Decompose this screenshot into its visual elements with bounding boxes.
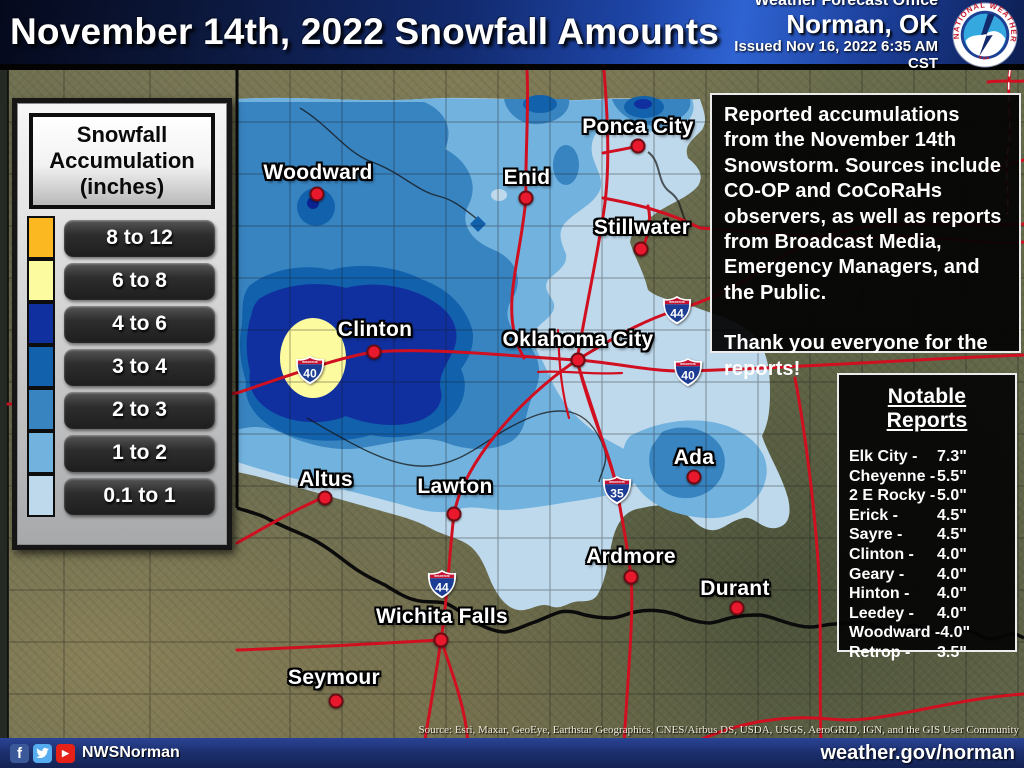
notable-report-row: Elk City -7.3" (849, 448, 967, 465)
city-marker-ardmore (623, 569, 639, 585)
interstate-40-shield-west: 40 (296, 355, 325, 385)
notable-reports-box: Notable Reports Elk City -7.3" Cheyenne … (837, 373, 1017, 661)
city-label-woodward: Woodward (263, 161, 373, 184)
issued-timestamp: Issued Nov 16, 2022 6:35 AM CST (734, 37, 938, 72)
notable-report-row: Woodward -4.0" (849, 624, 971, 642)
legend-title: Snowfall Accumulation (inches) (29, 113, 215, 209)
notable-reports-title: Notable Reports (886, 385, 968, 432)
legend-row: 6 to 8 (27, 258, 219, 303)
legend-swatch-2-3 (27, 387, 55, 431)
interstate-44-shield-southwest: 44 (428, 569, 457, 599)
map-left-edge (0, 70, 8, 738)
legend-row: 4 to 6 (27, 301, 219, 346)
facebook-icon[interactable]: f (10, 743, 29, 763)
city-marker-ponca-city (630, 138, 646, 154)
city-marker-woodward (309, 186, 325, 202)
city-label-durant: Durant (700, 577, 770, 600)
map-source-credit: Source: Esri, Maxar, GeoEye, Earthstar G… (418, 724, 1019, 736)
snowfall-map: INTERSTATE (0, 70, 1024, 738)
city-label-ponca-city: Ponca City (582, 115, 694, 138)
legend-row: 1 to 2 (27, 430, 219, 475)
office-line1: Weather Forecast Office (754, 0, 938, 9)
interstate-35-shield: 35 (603, 475, 632, 505)
interstate-40-shield-east: 40 (674, 357, 703, 387)
svg-text:40: 40 (303, 366, 317, 380)
legend-label-2-3: 2 to 3 (64, 391, 215, 429)
twitter-icon[interactable] (33, 743, 52, 763)
legend-swatch-1-2 (27, 430, 55, 474)
notable-report-row: Sayre -4.5" (849, 526, 967, 544)
city-marker-clinton (366, 344, 382, 360)
city-marker-ada (686, 469, 702, 485)
twitter-bird-icon (36, 747, 49, 758)
office-line2: Norman, OK (786, 8, 938, 39)
office-block: Weather Forecast Office Norman, OK Issue… (719, 0, 944, 72)
notable-report-row: Clinton -4.0" (849, 545, 967, 563)
notable-report-row: Retrop -3.5" (849, 643, 967, 661)
notable-report-row: Erick -4.5" (849, 506, 967, 524)
website-url[interactable]: weather.gov/norman (820, 741, 1016, 764)
svg-text:40: 40 (681, 368, 695, 382)
legend-label-3-4: 3 to 4 (64, 348, 215, 386)
city-marker-stillwater (633, 241, 649, 257)
legend-row: 8 to 12 (27, 215, 219, 260)
legend-label-4-6: 4 to 6 (64, 305, 215, 343)
city-label-wichita-falls: Wichita Falls (375, 605, 509, 628)
notable-report-row: 2 E Rocky -5.0" (849, 487, 967, 505)
nws-logo-icon: NATIONAL WEATHER SERVICE * * * (952, 2, 1018, 68)
legend-swatch-3-4 (27, 344, 55, 388)
legend-swatch-8-12 (27, 215, 55, 259)
city-label-lawton: Lawton (417, 475, 493, 498)
thank-you-note: Thank you everyone for the reports! (724, 332, 988, 380)
city-marker-durant (729, 600, 745, 616)
notable-report-row: Hinton -4.0" (849, 585, 967, 603)
report-description: Reported accumulations from the November… (724, 104, 1002, 304)
city-marker-lawton (446, 506, 462, 522)
city-marker-seymour (328, 693, 344, 709)
legend-rows: 8 to 12 6 to 8 4 to 6 3 to 4 2 to 3 1 to… (27, 215, 219, 518)
svg-text:44: 44 (670, 306, 684, 320)
youtube-icon[interactable]: ▶ (56, 743, 75, 763)
logo-stars: * * * (977, 54, 992, 64)
snow-band-2-3-ada (649, 427, 725, 499)
legend-panel: Snowfall Accumulation (inches) 8 to 12 6… (12, 98, 232, 550)
report-description-box: Reported accumulations from the November… (710, 93, 1021, 380)
snow-band-4-6-clinton (246, 284, 457, 426)
legend-row: 3 to 4 (27, 344, 219, 389)
page-title: November 14th, 2022 Snowfall Amounts (10, 11, 720, 52)
svg-text:44: 44 (435, 580, 449, 594)
header-bar: November 14th, 2022 Snowfall Amounts Wea… (0, 0, 1024, 71)
interstate-44-shield-northeast: 44 (663, 295, 692, 325)
legend-label-0p1-1: 0.1 to 1 (64, 477, 215, 515)
notable-report-row: Cheyenne -5.5" (849, 467, 967, 485)
footer-bar: f ▶ NWSNorman weather.gov/norman (0, 738, 1024, 768)
city-label-ardmore: Ardmore (586, 545, 676, 568)
legend-row: 2 to 3 (27, 387, 219, 432)
notable-report-row: Geary -4.0" (849, 565, 967, 583)
legend-row: 0.1 to 1 (27, 473, 219, 518)
city-label-altus: Altus (299, 468, 353, 491)
legend-swatch-4-6 (27, 301, 55, 345)
city-marker-wichita-falls (433, 632, 449, 648)
svg-text:* * *: * * * (977, 54, 992, 64)
notable-report-row: Leedey -4.0" (849, 604, 967, 622)
legend-swatch-6-8 (27, 258, 55, 302)
city-label-ada: Ada (673, 446, 715, 469)
legend-label-6-8: 6 to 8 (64, 262, 215, 300)
legend-label-8-12: 8 to 12 (64, 219, 215, 257)
city-marker-enid (518, 190, 534, 206)
city-label-oklahoma-city: Oklahoma City (502, 328, 654, 351)
city-marker-altus (317, 490, 333, 506)
svg-text:35: 35 (610, 486, 624, 500)
city-marker-oklahoma-city (570, 352, 586, 368)
city-label-stillwater: Stillwater (593, 216, 691, 239)
social-handle: NWSNorman (82, 744, 180, 761)
legend-label-1-2: 1 to 2 (64, 434, 215, 472)
city-label-seymour: Seymour (288, 666, 380, 689)
city-label-clinton: Clinton (337, 318, 413, 341)
city-label-enid: Enid (503, 166, 551, 189)
legend-swatch-0p1-1 (27, 473, 55, 517)
header-divider (0, 64, 1024, 70)
